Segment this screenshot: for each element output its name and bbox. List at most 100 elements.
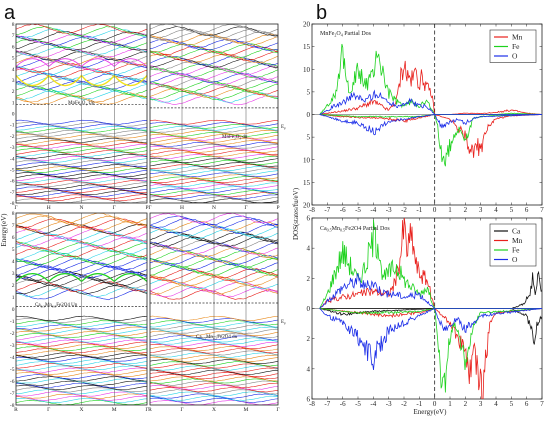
ytick-label: 5 xyxy=(12,56,15,62)
ytick-label: -4 xyxy=(10,355,15,361)
dos-series-fe xyxy=(319,43,542,115)
ytick-label: 5 xyxy=(307,134,311,142)
band-frame xyxy=(149,212,279,406)
ytick-label: 15 xyxy=(303,43,311,51)
ytick-label: -6 xyxy=(10,379,15,385)
ytick-label: 2 xyxy=(307,275,311,283)
ytick-label: 1 xyxy=(12,100,15,106)
ytick-label: -8 xyxy=(10,201,15,207)
magenta-band xyxy=(16,58,50,67)
yellow-band xyxy=(48,75,83,87)
ytick-label: -3 xyxy=(10,145,15,151)
xtick-label: 5 xyxy=(510,206,514,214)
xtick-label: -8 xyxy=(309,400,315,408)
xtick-label: -2 xyxy=(401,400,407,408)
ytick-label: 2 xyxy=(12,283,15,289)
xtick-label: 0 xyxy=(433,206,437,214)
xtick-label: -4 xyxy=(370,400,376,408)
xtick-label: -6 xyxy=(340,206,346,214)
xtick-label: 5 xyxy=(510,400,514,408)
dos-title-0: MnFe2O4 Partial Dos xyxy=(320,31,372,38)
ytick-label: 7 xyxy=(12,223,15,229)
ytick-label: 20 xyxy=(303,202,311,210)
kpoint-label: N xyxy=(212,205,216,211)
xtick-label: -2 xyxy=(401,206,407,214)
kpoint-label: Γ xyxy=(113,205,116,211)
ytick-label: 0 xyxy=(307,305,311,313)
green-band xyxy=(113,273,147,282)
xtick-label: 7 xyxy=(540,206,544,214)
kpoint-label: Γ xyxy=(47,407,50,413)
dos-series-o xyxy=(319,308,542,371)
kpoint-label: X xyxy=(80,407,84,413)
xtick-label: 3 xyxy=(479,206,483,214)
ytick-label: 6 xyxy=(307,396,311,404)
ytick-label: 5 xyxy=(307,88,311,96)
dos-series-o xyxy=(319,89,542,115)
magenta-band xyxy=(81,58,115,67)
band-title-0: MnFe2O4 Up xyxy=(68,101,95,107)
xtick-label: 2 xyxy=(464,206,468,214)
band-frame xyxy=(15,23,148,204)
dos-series-o xyxy=(319,114,542,136)
green-band xyxy=(81,273,115,282)
green-band xyxy=(48,273,82,282)
ytick-label: 3 xyxy=(12,78,15,84)
band-title-3: Ca0.5Mn0.5Fe2O4 dn xyxy=(196,335,238,341)
xtick-label: 1 xyxy=(448,206,452,214)
xtick-label: 0 xyxy=(433,400,437,408)
band-frame xyxy=(15,212,148,406)
green-band xyxy=(16,273,50,282)
panel-a-letter: a xyxy=(4,2,16,24)
kpoint-label: R xyxy=(148,407,152,413)
ytick-label: -2 xyxy=(10,134,15,140)
ytick-label: 4 xyxy=(307,365,311,373)
fermi-label-top: EF xyxy=(281,125,286,131)
kpoint-label: M xyxy=(244,407,249,413)
dos-title-1: Ca0.5Mn0.5Fe2O4 Partial Dos xyxy=(320,226,390,233)
magenta-band xyxy=(113,58,147,67)
ytick-label: 20 xyxy=(303,21,311,29)
legend-label: O xyxy=(512,255,518,264)
xtick-label: 1 xyxy=(448,400,452,408)
kpoint-label: P xyxy=(276,205,279,211)
band-frame xyxy=(149,23,279,204)
xtick-label: -1 xyxy=(416,400,422,408)
kpoint-label: H xyxy=(47,205,51,211)
ytick-label: 0 xyxy=(12,307,15,313)
xtick-label: 4 xyxy=(494,400,498,408)
band-title-1: MnFe2O4 dn xyxy=(222,135,248,141)
kpoint-label: P xyxy=(145,205,148,211)
yellow-band xyxy=(16,75,50,87)
xtick-label: -1 xyxy=(416,206,422,214)
xtick-label: -7 xyxy=(324,206,330,214)
dos-curves xyxy=(319,218,542,399)
ytick-label: 6 xyxy=(307,215,311,223)
kpoint-label: Γ xyxy=(148,205,151,211)
dos-xlabel: Energy(eV) xyxy=(414,408,448,416)
ytick-label: 10 xyxy=(303,66,311,74)
ytick-label: 4 xyxy=(307,245,311,253)
ytick-label: 0 xyxy=(307,111,311,119)
ytick-label: 6 xyxy=(12,235,15,241)
magenta-band xyxy=(48,58,82,67)
ytick-label: 2 xyxy=(307,335,311,343)
legend-label: O xyxy=(512,52,518,61)
band-lines xyxy=(16,213,147,405)
yellow-band xyxy=(80,75,115,87)
legend-label: Mn xyxy=(512,33,523,42)
ytick-label: -8 xyxy=(10,403,15,409)
ytick-label: -1 xyxy=(10,319,15,325)
xtick-label: 2 xyxy=(464,400,468,408)
band-title-2: Ca0.5Mn0.5Fe2O4 Up xyxy=(35,303,78,309)
kpoint-label: X xyxy=(212,407,216,413)
ytick-label: 8 xyxy=(12,22,15,28)
legend-label: Ca xyxy=(512,227,521,236)
kpoint-label: N xyxy=(80,205,84,211)
ytick-label: -7 xyxy=(10,391,15,397)
kpoint-label: Γ xyxy=(244,205,247,211)
